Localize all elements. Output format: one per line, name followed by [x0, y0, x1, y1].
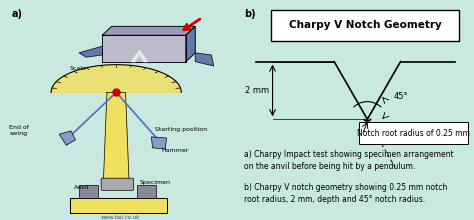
Polygon shape	[102, 26, 195, 35]
Polygon shape	[151, 137, 166, 149]
Polygon shape	[131, 51, 147, 62]
Polygon shape	[79, 46, 102, 57]
Polygon shape	[186, 26, 195, 62]
Bar	[79, 185, 98, 198]
Polygon shape	[59, 131, 75, 145]
Text: Starting position: Starting position	[155, 127, 207, 132]
Text: Notch root radius of 0.25 mm: Notch root radius of 0.25 mm	[357, 129, 470, 138]
Polygon shape	[103, 92, 129, 180]
Bar	[137, 185, 155, 198]
Text: b): b)	[244, 9, 256, 19]
Text: Scale: Scale	[70, 66, 87, 72]
FancyBboxPatch shape	[359, 122, 468, 144]
Text: 2 mm: 2 mm	[245, 86, 269, 95]
Text: Specimen: Specimen	[139, 180, 171, 185]
Text: 45°: 45°	[393, 92, 408, 101]
Text: Hammer: Hammer	[162, 148, 189, 153]
Polygon shape	[70, 198, 167, 213]
Text: b) Charpy V notch geometry showing 0.25 mm notch
root radius, 2 mm, depth and 45: b) Charpy V notch geometry showing 0.25 …	[244, 183, 447, 204]
FancyBboxPatch shape	[101, 178, 134, 190]
Polygon shape	[51, 65, 181, 92]
Text: Charpy V Notch Geometry: Charpy V Notch Geometry	[289, 20, 441, 30]
FancyBboxPatch shape	[271, 10, 459, 41]
Text: End of
swing: End of swing	[9, 125, 29, 136]
Text: a): a)	[12, 9, 23, 19]
Text: www.twi.co.uk: www.twi.co.uk	[101, 215, 141, 220]
Text: Anvil: Anvil	[74, 185, 90, 190]
Text: a) Charpy Impact test showing specimen arrangement
on the anvil before being hit: a) Charpy Impact test showing specimen a…	[244, 150, 454, 171]
Polygon shape	[102, 35, 186, 62]
Polygon shape	[195, 53, 214, 66]
